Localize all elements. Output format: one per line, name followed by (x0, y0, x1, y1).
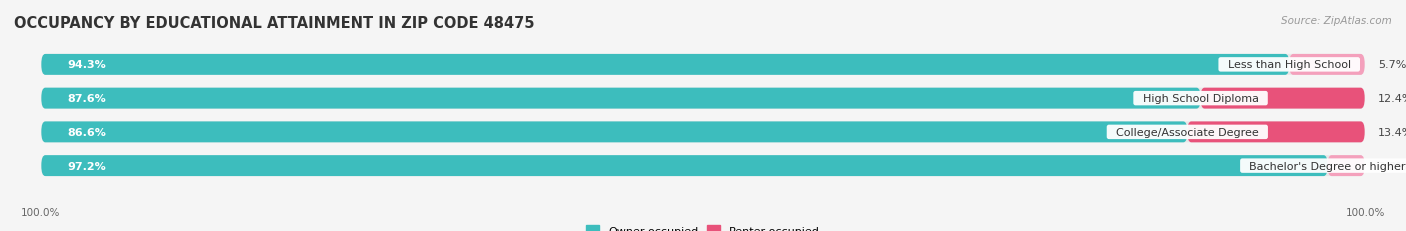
FancyBboxPatch shape (1201, 88, 1365, 109)
FancyBboxPatch shape (41, 122, 1365, 143)
Text: College/Associate Degree: College/Associate Degree (1109, 127, 1265, 137)
FancyBboxPatch shape (41, 155, 1365, 176)
FancyBboxPatch shape (41, 88, 1365, 109)
Text: 13.4%: 13.4% (1378, 127, 1406, 137)
Text: High School Diploma: High School Diploma (1136, 94, 1265, 104)
FancyBboxPatch shape (1327, 155, 1365, 176)
Text: 100.0%: 100.0% (21, 207, 60, 217)
Text: 97.2%: 97.2% (67, 161, 107, 171)
FancyBboxPatch shape (41, 55, 1289, 76)
Text: Bachelor's Degree or higher: Bachelor's Degree or higher (1243, 161, 1406, 171)
Text: 86.6%: 86.6% (67, 127, 107, 137)
Text: Source: ZipAtlas.com: Source: ZipAtlas.com (1281, 16, 1392, 26)
FancyBboxPatch shape (41, 88, 1201, 109)
Text: OCCUPANCY BY EDUCATIONAL ATTAINMENT IN ZIP CODE 48475: OCCUPANCY BY EDUCATIONAL ATTAINMENT IN Z… (14, 16, 534, 31)
Text: 2.8%: 2.8% (1378, 161, 1406, 171)
Text: 5.7%: 5.7% (1378, 60, 1406, 70)
FancyBboxPatch shape (1187, 122, 1365, 143)
Text: Less than High School: Less than High School (1220, 60, 1358, 70)
FancyBboxPatch shape (41, 55, 1365, 76)
FancyBboxPatch shape (1289, 55, 1365, 76)
Text: 12.4%: 12.4% (1378, 94, 1406, 104)
FancyBboxPatch shape (41, 155, 1327, 176)
Text: 100.0%: 100.0% (1346, 207, 1385, 217)
Legend: Owner-occupied, Renter-occupied: Owner-occupied, Renter-occupied (586, 225, 820, 231)
FancyBboxPatch shape (41, 122, 1187, 143)
Text: 94.3%: 94.3% (67, 60, 107, 70)
Text: 87.6%: 87.6% (67, 94, 107, 104)
